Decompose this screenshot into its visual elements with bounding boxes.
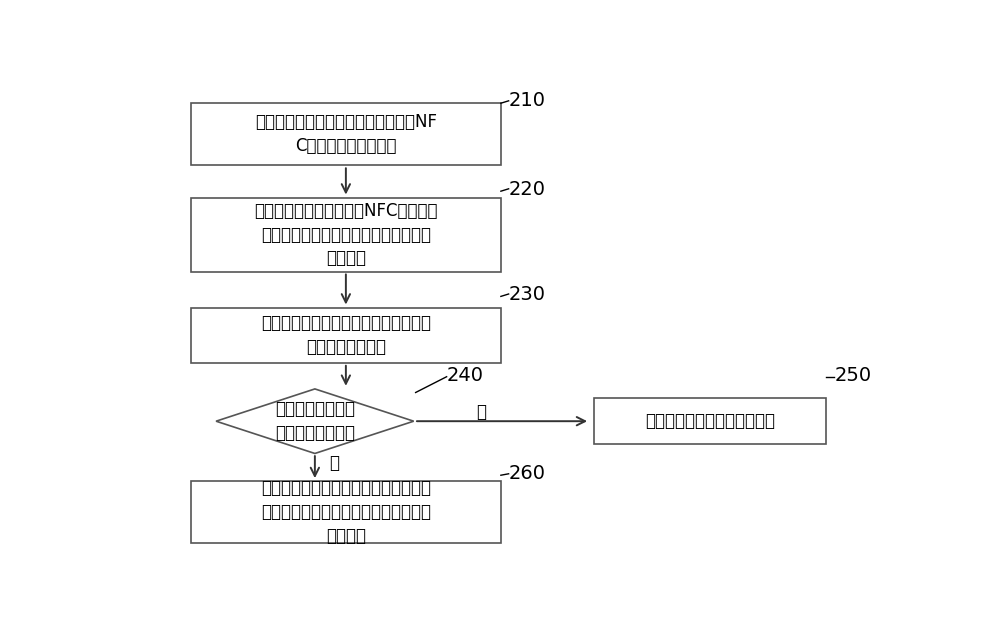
Text: 210: 210 <box>509 91 546 111</box>
Bar <box>191 481 501 543</box>
Text: 保存所述虚拟专用网络的参数: 保存所述虚拟专用网络的参数 <box>645 412 775 430</box>
Text: 基于所述近距离无线通讯NFC链路获取
所述分享终端的虚拟专用网络的配置信
息数据包: 基于所述近距离无线通讯NFC链路获取 所述分享终端的虚拟专用网络的配置信 息数据… <box>254 202 438 267</box>
Text: 解析所述配置信息数据包以获取所述虚
拟专用网络的参数: 解析所述配置信息数据包以获取所述虚 拟专用网络的参数 <box>261 314 431 356</box>
Text: 230: 230 <box>509 285 546 304</box>
Text: 是: 是 <box>329 454 339 472</box>
Text: 260: 260 <box>509 465 546 483</box>
Text: 判断虚拟专用网络
的状态是否已连接: 判断虚拟专用网络 的状态是否已连接 <box>275 401 355 442</box>
Text: 220: 220 <box>509 180 546 199</box>
Bar <box>191 197 501 272</box>
Bar <box>191 103 501 165</box>
Bar <box>191 307 501 363</box>
Text: 否: 否 <box>477 402 486 420</box>
Text: 保存所述虚拟专用网络的参数，并根据
所述虚拟专用网络的参数接入所述虚拟
专用网络: 保存所述虚拟专用网络的参数，并根据 所述虚拟专用网络的参数接入所述虚拟 专用网络 <box>261 479 431 545</box>
Text: 240: 240 <box>447 366 484 385</box>
Text: 250: 250 <box>834 366 871 385</box>
Bar <box>594 399 826 444</box>
Polygon shape <box>216 389 414 453</box>
Text: 与所述分享终端通过近距离无线通讯NF
C建立点对点模式连接: 与所述分享终端通过近距离无线通讯NF C建立点对点模式连接 <box>255 114 437 155</box>
